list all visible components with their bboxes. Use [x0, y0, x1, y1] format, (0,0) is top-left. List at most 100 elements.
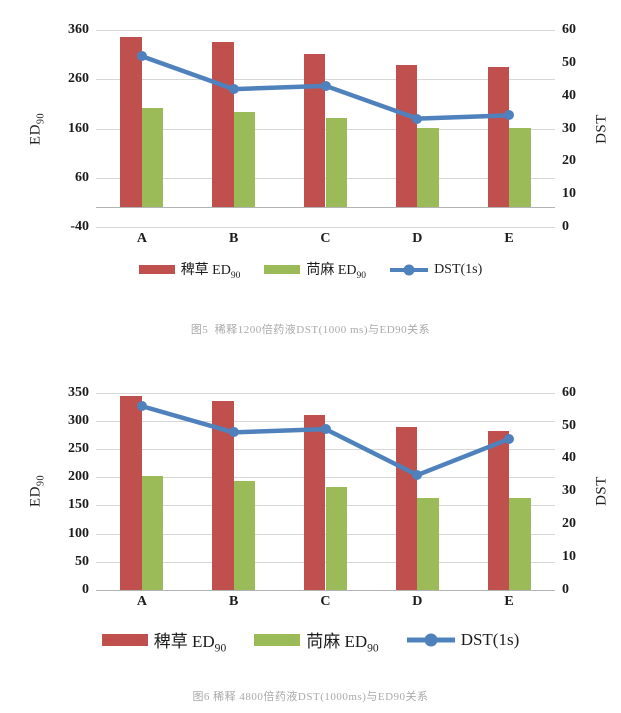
gridline	[96, 227, 555, 228]
left-tick-label: 360	[68, 22, 89, 37]
line-marker	[504, 110, 515, 121]
legend-label-subscript: 90	[230, 270, 241, 281]
category-label: B	[229, 231, 239, 246]
left-axis-title: ED90	[28, 112, 47, 144]
bar	[417, 128, 439, 208]
right-axis-ticks: 60 50 40 30 20 10 0	[555, 23, 591, 234]
legend-label-subscript: 90	[214, 641, 227, 655]
legend-label: 稗草 ED90	[181, 259, 241, 281]
line-marker	[320, 80, 331, 91]
legend: 稗草 ED90 苘麻 ED90 DST(1s)	[0, 259, 621, 281]
right-tick-label: 20	[562, 153, 576, 169]
bar	[417, 498, 439, 590]
legend-label: 苘麻 ED90	[306, 259, 366, 281]
category-label: D	[412, 593, 423, 609]
bar	[212, 401, 234, 590]
legend-line-swatch	[406, 633, 455, 647]
bar	[120, 37, 142, 208]
right-tick-label: 0	[562, 219, 569, 234]
gridline	[96, 420, 555, 422]
right-tick-label: 60	[562, 22, 576, 37]
category-label: C	[320, 231, 331, 246]
left-axis-title-column: ED90	[24, 393, 50, 590]
line-path	[142, 406, 509, 475]
bar	[303, 415, 326, 590]
right-tick-label: 30	[562, 483, 576, 499]
legend-bar-swatch	[264, 265, 301, 275]
left-axis-ticks: 350 300 250 200 150 100 50 0	[50, 385, 96, 596]
legend-label-text: DST(1s)	[434, 261, 483, 277]
bar	[325, 487, 348, 590]
legend-label: 稗草 ED90	[154, 627, 226, 654]
bar	[233, 481, 256, 590]
figure-5-caption: 图5 稀释1200倍药液DST(1000 ms)与ED90关系	[190, 323, 431, 336]
gridline	[96, 30, 555, 31]
right-tick-label: 40	[562, 450, 576, 466]
category-label: E	[504, 231, 514, 246]
line-series	[96, 393, 555, 590]
gridline	[96, 449, 555, 451]
legend-bar-swatch	[138, 265, 175, 275]
right-tick-label: 10	[562, 548, 576, 564]
legend-item: 苘麻 ED90	[264, 259, 366, 281]
right-axis-title-column: DST	[591, 30, 613, 227]
legend-item: 稗草 ED90	[101, 627, 226, 654]
left-tick-label: 50	[75, 553, 89, 569]
category-axis: A B C D E	[96, 590, 555, 614]
line-marker	[320, 423, 331, 434]
gridline	[96, 392, 555, 394]
category-label: E	[504, 593, 514, 609]
gridline	[96, 79, 555, 81]
legend-label-subscript: 90	[356, 270, 367, 281]
category-label: D	[412, 231, 423, 246]
legend-bar-swatch	[101, 634, 148, 647]
legend-line-dot	[424, 633, 438, 647]
category-label: A	[136, 231, 147, 246]
right-tick-label: 10	[562, 186, 576, 202]
right-axis-title: DST	[593, 113, 610, 144]
right-tick-label: 0	[562, 581, 569, 597]
plot-column: A B C D E	[96, 30, 555, 251]
left-tick-label: 100	[68, 525, 89, 541]
bar	[141, 107, 164, 208]
right-axis-title-column: DST	[591, 393, 613, 590]
left-tick-label: 0	[82, 581, 89, 597]
category-label: A	[136, 593, 147, 609]
zero-axis-line	[96, 207, 555, 209]
left-axis-title-text: ED	[27, 123, 44, 145]
legend-label-text: DST(1s)	[460, 630, 520, 650]
bar	[325, 118, 348, 208]
legend-label: DST(1s)	[434, 262, 482, 278]
left-tick-label: 350	[68, 384, 89, 400]
category-label: C	[320, 593, 331, 609]
right-tick-label: 50	[562, 417, 576, 433]
legend-label-text: 稗草 ED	[153, 631, 215, 651]
line-marker	[136, 400, 147, 411]
bar	[141, 476, 164, 590]
left-axis-title-subscript: 90	[35, 475, 47, 487]
legend: 稗草 ED90 苘麻 ED90 DST(1s)	[0, 627, 621, 654]
left-axis-ticks: 360 260 160 60 -40	[50, 23, 96, 234]
figure-6-caption: 图6 稀释 4800倍药液DST(1000ms)与ED90关系	[192, 691, 429, 704]
left-tick-label: 250	[68, 441, 89, 457]
left-tick-label: 160	[68, 120, 89, 136]
bar	[509, 497, 531, 590]
legend-line-dot	[403, 264, 415, 276]
left-tick-label: 150	[68, 497, 89, 513]
legend-label-text: 稗草 ED	[180, 263, 231, 278]
left-tick-label: 60	[75, 169, 89, 185]
legend-bar-swatch	[254, 634, 301, 647]
line-marker	[136, 51, 147, 62]
right-tick-label: 20	[562, 516, 576, 532]
line-series	[96, 30, 555, 227]
legend-label-subscript: 90	[367, 641, 379, 655]
gridline	[96, 477, 555, 479]
right-tick-label: 60	[562, 384, 576, 400]
category-axis: A B C D E	[96, 227, 555, 251]
bar	[509, 128, 531, 208]
bar	[487, 430, 510, 590]
zero-axis-line	[96, 589, 555, 591]
bar	[233, 112, 256, 208]
